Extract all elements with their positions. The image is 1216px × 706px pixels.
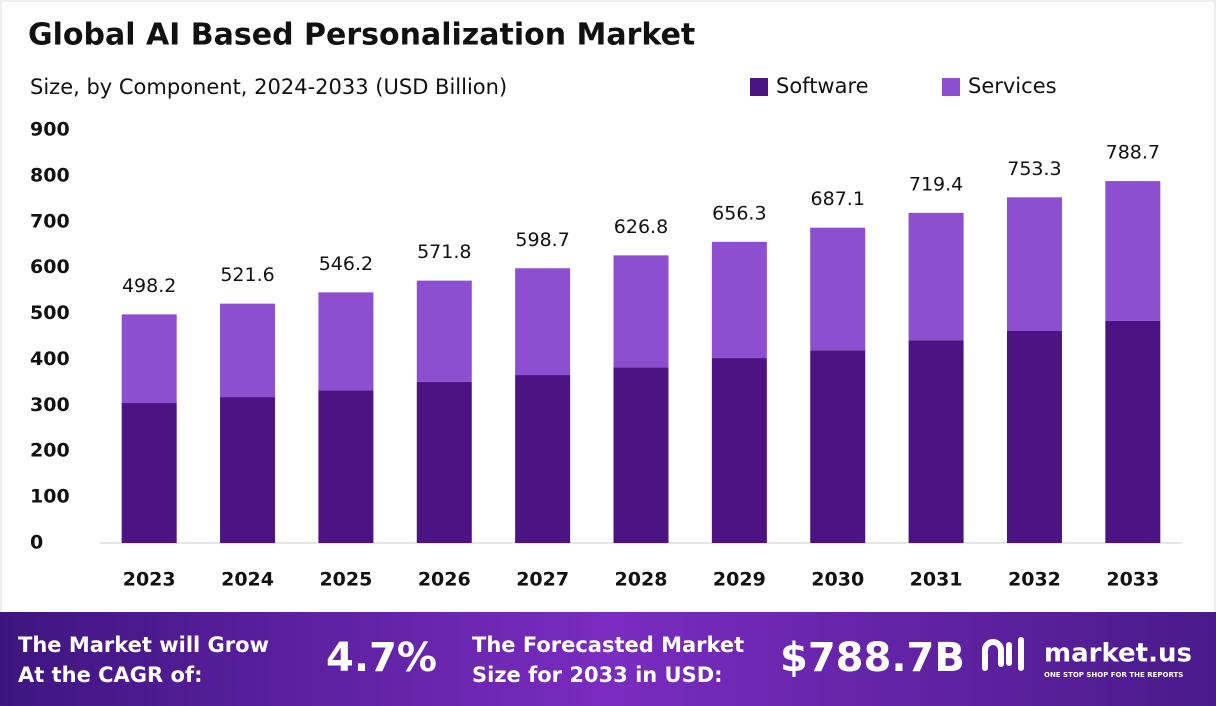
bar-segment bbox=[318, 390, 374, 543]
x-tick-label: 2031 bbox=[910, 569, 963, 591]
cagr-label: At the CAGR of: bbox=[18, 663, 203, 687]
legend-swatch bbox=[942, 78, 960, 96]
bar-segment bbox=[1006, 197, 1062, 331]
total-label: 687.1 bbox=[811, 188, 865, 210]
bar-segment bbox=[908, 212, 964, 341]
chart-title: Global AI Based Personalization Market bbox=[28, 18, 695, 53]
total-label: 521.6 bbox=[220, 264, 274, 286]
y-tick-label: 0 bbox=[30, 532, 43, 554]
y-tick-label: 200 bbox=[30, 440, 70, 462]
y-tick-label: 800 bbox=[30, 164, 70, 186]
forecast-label: Size for 2033 in USD: bbox=[472, 663, 723, 687]
y-tick-label: 400 bbox=[30, 348, 70, 370]
bar-segment bbox=[908, 340, 964, 543]
cagr-value: 4.7% bbox=[326, 635, 437, 681]
forecast-value: $788.7B bbox=[780, 635, 965, 681]
bar-segment bbox=[1105, 320, 1161, 543]
bar-segment bbox=[220, 303, 276, 398]
total-label: 546.2 bbox=[319, 253, 373, 275]
x-tick-label: 2025 bbox=[319, 569, 372, 591]
y-tick-label: 900 bbox=[30, 119, 70, 141]
bar-segment bbox=[613, 367, 669, 543]
x-tick-label: 2024 bbox=[221, 569, 274, 591]
cagr-label: The Market will Grow bbox=[18, 633, 269, 657]
bar-segment bbox=[121, 314, 177, 404]
total-label: 656.3 bbox=[712, 202, 766, 224]
x-tick-label: 2023 bbox=[123, 569, 176, 591]
bar-segment bbox=[1006, 330, 1062, 543]
y-tick-label: 100 bbox=[30, 486, 70, 508]
bar-segment bbox=[416, 280, 472, 382]
x-tick-label: 2030 bbox=[811, 569, 864, 591]
bar-segment bbox=[1105, 181, 1161, 321]
y-tick-label: 600 bbox=[30, 256, 70, 278]
legend-swatch bbox=[750, 78, 768, 96]
forecast-label: The Forecasted Market bbox=[472, 633, 744, 657]
x-tick-label: 2033 bbox=[1106, 569, 1159, 591]
total-label: 626.8 bbox=[614, 216, 668, 238]
tagline: ONE STOP SHOP FOR THE REPORTS bbox=[1044, 671, 1183, 679]
legend-label: Software bbox=[776, 74, 869, 98]
bar-segment bbox=[711, 358, 767, 543]
y-tick-label: 500 bbox=[30, 302, 70, 324]
bar-segment bbox=[810, 350, 866, 543]
bar-segment bbox=[711, 241, 767, 359]
total-label: 719.4 bbox=[909, 173, 963, 195]
total-label: 498.2 bbox=[122, 275, 176, 297]
subtitle: Size, by Component, 2024-2033 (USD Billi… bbox=[30, 75, 507, 99]
total-label: 598.7 bbox=[515, 229, 569, 251]
bar-segment bbox=[810, 227, 866, 351]
footer-band bbox=[0, 612, 1216, 706]
bar-segment bbox=[613, 255, 669, 368]
bar-segment bbox=[318, 292, 374, 391]
y-tick-label: 700 bbox=[30, 210, 70, 232]
x-tick-label: 2026 bbox=[418, 569, 471, 591]
total-label: 788.7 bbox=[1106, 142, 1160, 164]
x-tick-label: 2027 bbox=[516, 569, 569, 591]
x-tick-label: 2028 bbox=[615, 569, 668, 591]
legend-label: Services bbox=[968, 74, 1057, 98]
bar-segment bbox=[416, 381, 472, 543]
bar-segment bbox=[515, 375, 571, 543]
brand-logo bbox=[982, 637, 1024, 671]
x-tick-label: 2029 bbox=[713, 569, 766, 591]
bar-segment bbox=[515, 268, 571, 376]
total-label: 753.3 bbox=[1007, 158, 1061, 180]
x-tick-label: 2032 bbox=[1008, 569, 1061, 591]
bar-segment bbox=[220, 397, 276, 543]
brand: market.us bbox=[1044, 639, 1192, 669]
bar-segment bbox=[121, 403, 177, 543]
total-label: 571.8 bbox=[417, 241, 471, 263]
y-tick-label: 300 bbox=[30, 394, 70, 416]
